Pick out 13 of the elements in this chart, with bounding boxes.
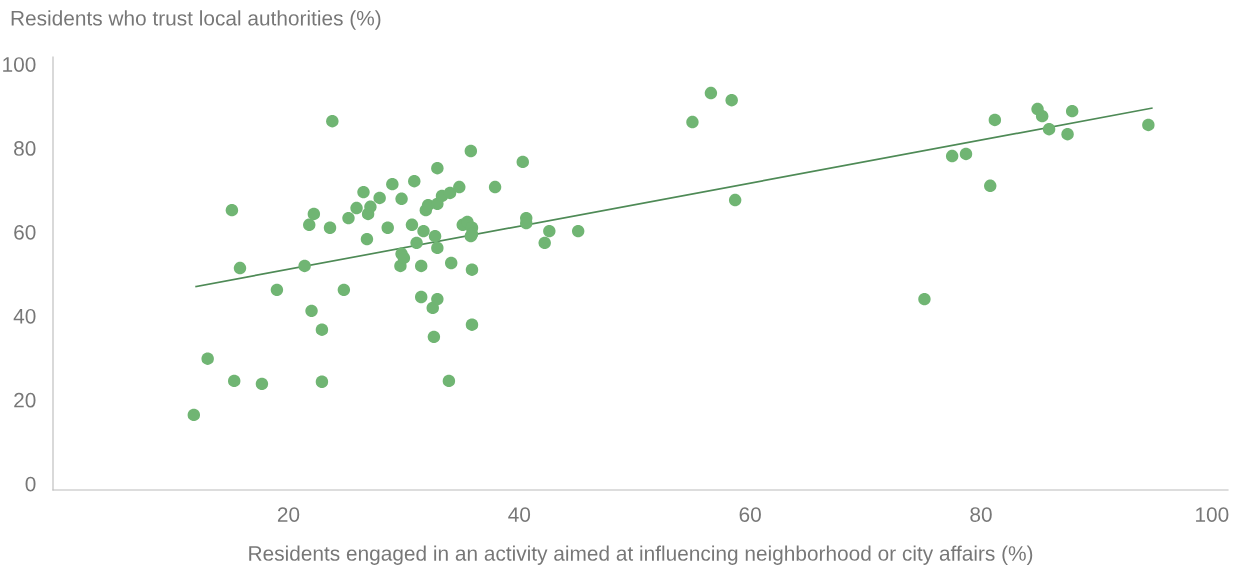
y-tick-label: 40 xyxy=(13,308,36,324)
x-tick-label: 60 xyxy=(739,507,761,522)
x-tick-label: 40 xyxy=(508,507,531,522)
x-tick-label: 100 xyxy=(1196,507,1229,522)
y-tick-label: 0 xyxy=(25,476,36,492)
y-axis-title: Residents who trust local authorities (%) xyxy=(11,10,381,30)
x-tick-label: 20 xyxy=(277,507,300,522)
x-tick-label: 80 xyxy=(970,507,992,522)
y-tick-label: 20 xyxy=(14,392,36,408)
y-tick-label: 100 xyxy=(3,57,36,72)
x-axis-title: Residents engaged in an activity aimed at influencing neighborhood or city affairs (%) xyxy=(249,545,1033,565)
y-tick-label: 80 xyxy=(14,141,36,156)
y-tick-label: 60 xyxy=(14,224,36,240)
